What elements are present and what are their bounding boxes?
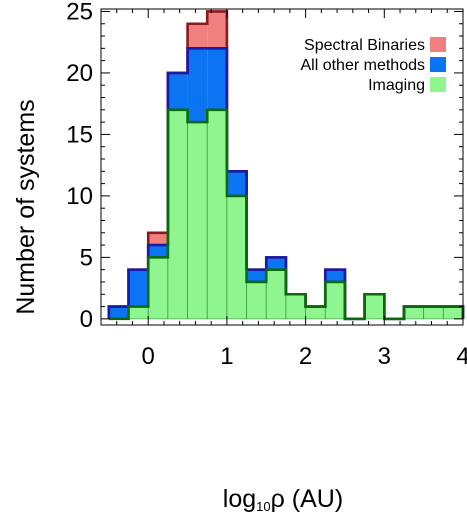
y-tick-label: 25	[66, 0, 93, 25]
bar-imaging-5	[206, 109, 228, 320]
bar-imaging-1	[128, 306, 149, 320]
bar-all-other-methods-0	[108, 306, 129, 319]
bar-imaging-7	[246, 281, 267, 320]
bar-spectral-binaries-2	[148, 232, 168, 246]
bar-all-other-methods-2	[148, 245, 168, 258]
y-tick-label: 20	[66, 60, 93, 87]
legend: Spectral Binaries All other methods Imagin…	[300, 37, 446, 94]
bar-all-other-methods-4	[187, 48, 208, 123]
bar-imaging-11	[324, 281, 346, 320]
bar-all-other-methods-8	[266, 257, 286, 270]
bar-imaging-8	[265, 269, 287, 320]
y-axis-title: Number of systems	[12, 99, 40, 314]
bar-imaging-16	[423, 306, 444, 320]
y-tick-label: 0	[80, 306, 93, 333]
legend-swatch	[430, 57, 446, 72]
x-axis-title: log10ρ (AU)	[223, 485, 343, 514]
bar-all-other-methods-3	[167, 72, 188, 110]
x-tick-label: 3	[378, 343, 391, 370]
x-axis-title-rest: ρ (AU)	[271, 485, 344, 513]
bar-imaging-2	[147, 256, 169, 320]
bar-imaging-9	[285, 293, 307, 320]
x-axis-title-subscript: 10	[256, 499, 270, 514]
tick-labels-layer: 0 1 2 3 4 0 5 10 15 20 25	[66, 0, 467, 370]
x-tick-label: 2	[299, 343, 312, 370]
y-tick-label: 10	[66, 183, 93, 210]
bar-imaging-10	[305, 306, 326, 320]
x-tick-label: 1	[220, 343, 233, 370]
x-tick-label: 0	[142, 343, 155, 370]
legend-label: All other methods	[300, 57, 425, 74]
bar-imaging-3	[167, 109, 188, 320]
x-tick-label: 4	[456, 343, 467, 370]
bar-imaging-13	[364, 293, 385, 320]
bar-spectral-binaries-4	[187, 23, 208, 49]
y-tick-label: 5	[80, 244, 93, 271]
legend-label: Imaging	[368, 77, 425, 94]
bar-all-other-methods-1	[128, 269, 149, 307]
bar-imaging-17	[442, 306, 464, 320]
legend-label: Spectral Binaries	[304, 37, 425, 54]
bar-all-other-methods-7	[246, 269, 267, 282]
axes-layer	[100, 8, 464, 326]
bar-imaging-15	[403, 306, 425, 320]
bar-imaging-4	[187, 121, 208, 320]
outlines-layer	[107, 10, 465, 321]
legend-swatch	[430, 37, 446, 52]
bar-all-other-methods-6	[226, 171, 247, 196]
legend-swatch	[430, 77, 446, 92]
bar-imaging-6	[226, 195, 247, 320]
outline-imaging	[108, 108, 465, 321]
bar-all-other-methods-11	[325, 269, 345, 282]
x-axis-title-main: log	[223, 485, 256, 513]
bar-spectral-binaries-5	[207, 11, 227, 49]
plot-frame	[100, 8, 464, 326]
y-tick-label: 15	[66, 121, 93, 148]
bars-layer	[108, 11, 464, 320]
bar-all-other-methods-5	[207, 48, 227, 110]
